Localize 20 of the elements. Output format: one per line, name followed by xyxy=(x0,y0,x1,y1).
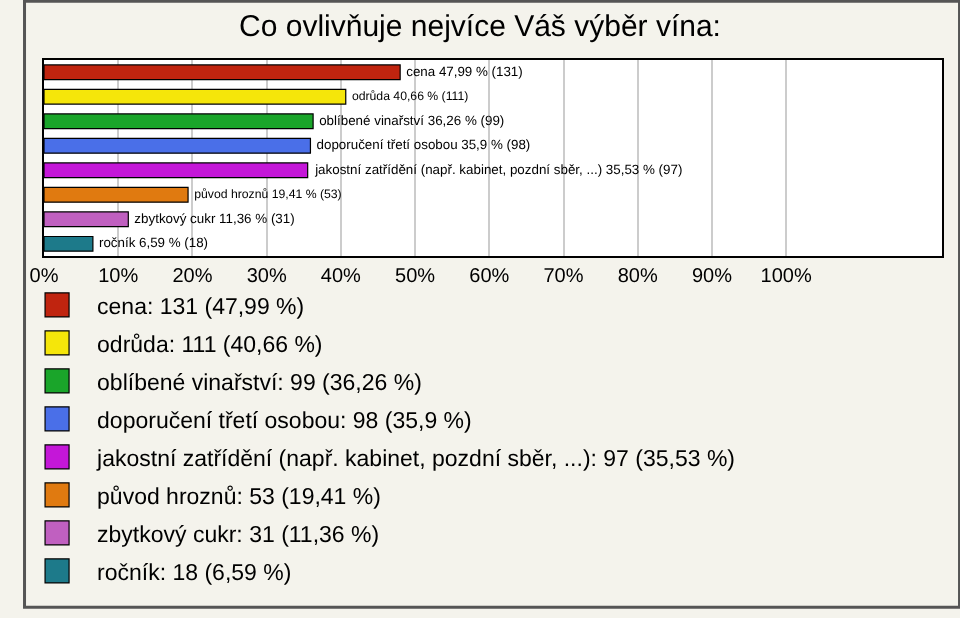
legend-label: doporučení třetí osobou: 98 (35,9 %) xyxy=(97,409,473,434)
x-tick-label: 100% xyxy=(760,266,812,289)
x-tick-label: 70% xyxy=(543,266,584,289)
chart-title: Co ovlivňuje nejvíce Váš výběr vína: xyxy=(239,10,721,45)
x-tick-label: 30% xyxy=(246,266,287,289)
x-tick-label: 80% xyxy=(617,266,658,289)
legend-label: oblíbené vinařství: 99 (36,26 %) xyxy=(97,371,423,396)
legend-label: zbytkový cukr: 31 (11,36 %) xyxy=(97,523,380,548)
x-tick-label: 90% xyxy=(691,266,733,289)
x-tick-label: 40% xyxy=(320,266,362,289)
x-tick-label: 60% xyxy=(469,266,510,289)
x-tick-label: 0% xyxy=(29,266,59,289)
x-tick-label: 50% xyxy=(395,266,436,289)
legend-label: odrůda: 111 (40,66 %) xyxy=(97,331,323,358)
legend-label: jakostní zatřídění (např. kabinet, pozdní sběr, ...): 97 (35,53 %) xyxy=(95,447,736,472)
x-tick-label: 20% xyxy=(172,266,213,289)
legend-label: ročník: 18 (6,59 %) xyxy=(97,561,292,586)
legend-label: původ hroznů: 53 (19,41 %) xyxy=(97,483,382,510)
x-tick-label: 10% xyxy=(98,266,139,289)
legend-label: cena: 131 (47,99 %) xyxy=(97,295,305,320)
